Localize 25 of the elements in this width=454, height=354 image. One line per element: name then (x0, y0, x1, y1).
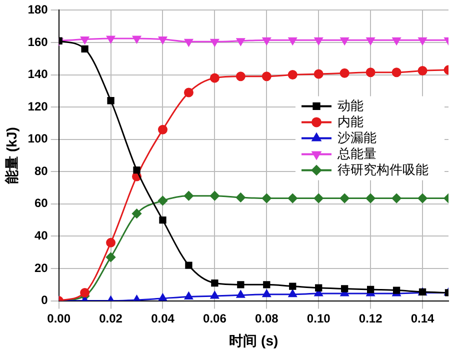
y-tick-label: 0 (41, 293, 48, 308)
y-tick-label: 160 (28, 34, 48, 49)
x-tick-label: 0.04 (151, 311, 175, 326)
x-tick-label: 0.12 (358, 311, 383, 326)
y-tick-label: 120 (28, 99, 48, 114)
legend-label: 内能 (338, 114, 364, 129)
x-tick-label: 0.08 (254, 311, 279, 326)
y-tick-label: 40 (34, 228, 48, 243)
legend-label: 总能量 (336, 146, 376, 161)
x-tick-label: 0.06 (203, 311, 227, 326)
legend-label: 待研究构件吸能 (338, 162, 428, 177)
y-tick-label: 180 (28, 2, 48, 17)
legend-label: 动能 (338, 98, 364, 113)
y-tick-label: 20 (34, 260, 48, 275)
x-tick-label: 0.02 (99, 311, 123, 326)
x-tick-label: 0.10 (306, 311, 331, 326)
y-tick-label: 140 (28, 67, 48, 82)
x-axis-title: 时间 (s) (229, 332, 278, 348)
x-tick-label: 0.14 (410, 311, 435, 326)
y-tick-label: 100 (28, 132, 48, 146)
y-tick-label: 60 (34, 196, 48, 210)
y-axis-title: 能量 (kJ) (3, 127, 20, 184)
x-tick-label: 0.00 (47, 311, 71, 326)
y-tick-label: 80 (34, 164, 48, 178)
legend-label: 沙漏能 (338, 130, 376, 145)
